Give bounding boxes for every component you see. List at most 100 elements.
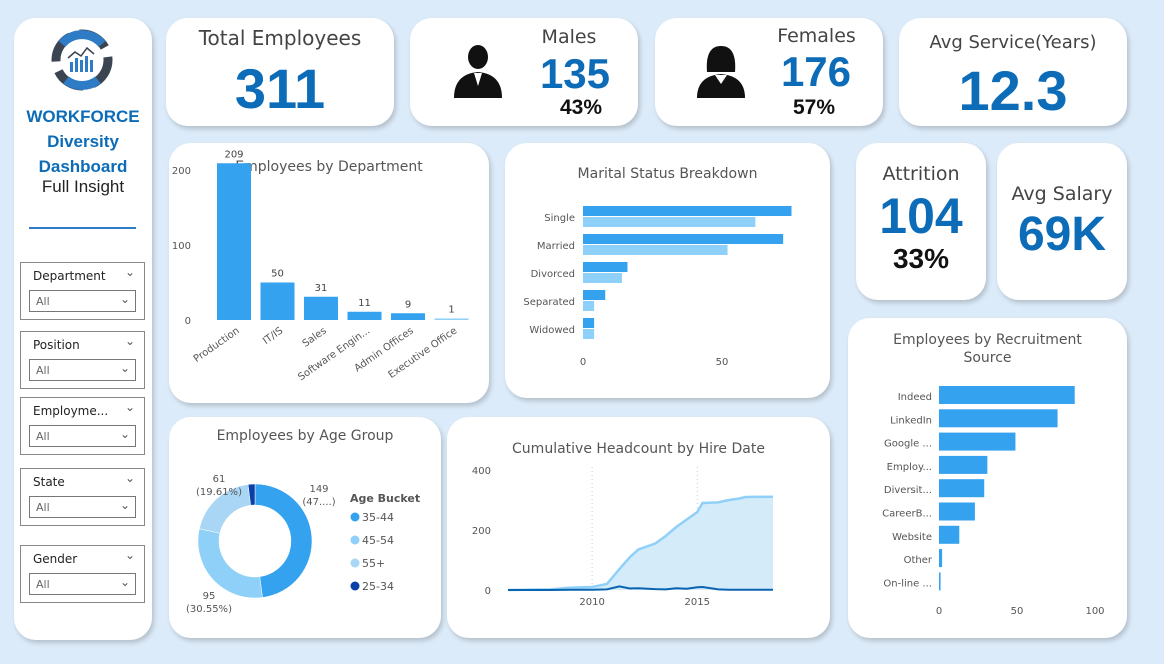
bar xyxy=(391,313,425,320)
legend-label: 55+ xyxy=(362,557,385,570)
data-label: 1 xyxy=(448,305,454,316)
filter-value: All xyxy=(36,501,50,514)
collapse-chevron-icon[interactable]: ⌄ xyxy=(124,400,135,414)
y-tick-label: 0 xyxy=(185,316,191,327)
filter-dropdown[interactable]: All ⌄ xyxy=(29,290,136,312)
age-chart-card: Employees by Age Group 149 (47....) 95 (30.… xyxy=(169,417,441,638)
chevron-down-icon: ⌄ xyxy=(119,361,130,375)
y-tick-label: Indeed xyxy=(898,392,932,403)
filter-dropdown[interactable]: All ⌄ xyxy=(29,359,136,381)
filter-4: Gender ⌄ All ⌄ xyxy=(20,545,145,603)
bar xyxy=(939,479,985,498)
total-employees-card: Total Employees 311 xyxy=(166,18,394,126)
chart-title: Marital Status Breakdown xyxy=(577,166,758,182)
daily-hires-line xyxy=(508,585,773,591)
kpi-label: Males xyxy=(541,26,597,48)
y-tick-label: Other xyxy=(904,555,933,566)
legend-marker xyxy=(350,512,360,522)
bar xyxy=(939,572,941,591)
filter-2: Employme... ⌄ All ⌄ xyxy=(20,397,145,455)
male-icon xyxy=(454,45,502,98)
data-label: 11 xyxy=(358,298,371,309)
x-tick-label: 0 xyxy=(936,606,942,617)
chevron-down-icon: ⌄ xyxy=(119,292,130,306)
x-tick-label: 2010 xyxy=(579,597,604,608)
attrition-card: Attrition 104 33% xyxy=(856,143,986,300)
kpi-value: 135 xyxy=(539,50,611,97)
y-tick-label: Widowed xyxy=(529,325,575,336)
chart-title: Cumulative Headcount by Hire Date xyxy=(512,441,765,457)
y-tick-label: Married xyxy=(537,241,575,252)
data-label: 209 xyxy=(224,149,243,160)
department-chart-card: Employees by Department 0 100 200 209 Produc… xyxy=(169,143,489,403)
legend-label: 35-44 xyxy=(362,511,394,524)
chevron-down-icon: ⌄ xyxy=(119,427,130,441)
chevron-down-icon: ⌄ xyxy=(119,498,130,512)
legend-marker xyxy=(350,535,360,545)
bar xyxy=(939,502,975,521)
bar xyxy=(583,301,595,311)
department-chart: 0 100 200 209 Production 50 IT/IS 31 Sales 11 Soft… xyxy=(172,149,469,383)
bar xyxy=(217,163,251,320)
kpi-value: 104 xyxy=(879,188,963,244)
kpi-value: 176 xyxy=(780,48,852,95)
filter-dropdown[interactable]: All ⌄ xyxy=(29,496,136,518)
filter-dropdown[interactable]: All ⌄ xyxy=(29,573,136,595)
y-tick-label: Website xyxy=(892,532,932,543)
bar xyxy=(939,455,988,474)
collapse-chevron-icon[interactable]: ⌄ xyxy=(124,334,135,348)
y-tick-label: On-line ... xyxy=(883,578,932,589)
recruitment-chart-card: Employees by Recruitment Source Indeed Li… xyxy=(848,318,1127,638)
bar xyxy=(583,234,784,244)
bar xyxy=(434,318,469,320)
y-tick-label: LinkedIn xyxy=(890,415,932,426)
filter-dropdown[interactable]: All ⌄ xyxy=(29,425,136,447)
x-tick-label: 100 xyxy=(1085,606,1104,617)
data-label: 31 xyxy=(315,283,328,294)
y-tick-label: 100 xyxy=(172,241,191,252)
collapse-chevron-icon[interactable]: ⌄ xyxy=(124,265,135,279)
x-tick-label: 50 xyxy=(716,357,729,368)
bar xyxy=(939,525,960,544)
filter-value: All xyxy=(36,430,50,443)
title-line: Diversity xyxy=(47,132,119,151)
kpi-percent: 57% xyxy=(793,96,836,119)
divider xyxy=(29,227,136,229)
avg-service-card: Avg Service(Years) 12.3 xyxy=(899,18,1127,126)
bar xyxy=(583,290,606,300)
y-tick-label: Separated xyxy=(523,297,575,308)
donut-slice xyxy=(254,483,313,598)
data-label: 50 xyxy=(271,269,284,280)
bar xyxy=(583,206,792,216)
kpi-label: Females xyxy=(777,25,856,47)
cumulative-line xyxy=(507,495,774,592)
data-label: 9 xyxy=(405,299,411,310)
dashboard-subtitle: Full Insight xyxy=(41,177,125,196)
x-tick-label: IT/IS xyxy=(261,325,285,346)
kpi-label: Avg Salary xyxy=(1011,183,1113,205)
data-label: 95 (30.55%) xyxy=(186,591,232,615)
y-tick-label: 200 xyxy=(172,166,191,177)
y-tick-label: Employ... xyxy=(887,462,932,473)
marital-chart: Single Married Divorced Separated Widowed 0 50 xyxy=(523,206,792,368)
filter-value: All xyxy=(36,578,50,591)
y-tick-label: Single xyxy=(544,213,575,224)
collapse-chevron-icon[interactable]: ⌄ xyxy=(124,471,135,485)
bar xyxy=(583,329,595,339)
filter-label: Employme... xyxy=(33,404,109,418)
bar xyxy=(939,386,1075,404)
x-tick-label: 2015 xyxy=(685,597,710,608)
y-tick-label: Diversit... xyxy=(884,485,932,496)
legend-marker xyxy=(350,581,360,591)
y-tick-label: 0 xyxy=(485,586,491,597)
headcount-chart: 2010 2015 0 200 400 xyxy=(472,466,774,608)
avg-salary-card: Avg Salary 69K xyxy=(997,143,1127,300)
chevron-down-icon: ⌄ xyxy=(119,575,130,589)
males-card: Males 135 43% xyxy=(410,18,638,126)
title-line: Dashboard xyxy=(38,157,128,176)
filter-label: Gender xyxy=(33,552,78,566)
logo-icon xyxy=(51,29,113,91)
donut-slice xyxy=(247,483,256,506)
headcount-chart-card: Cumulative Headcount by Hire Date 2010 20… xyxy=(447,417,830,638)
collapse-chevron-icon[interactable]: ⌄ xyxy=(124,548,135,562)
